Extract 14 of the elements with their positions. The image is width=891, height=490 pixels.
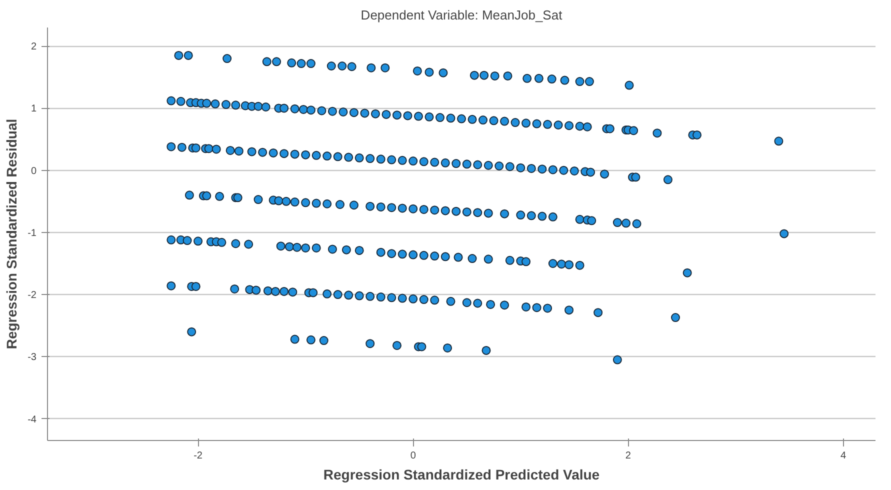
x-axis-title: Regression Standardized Predicted Value xyxy=(323,466,600,482)
chart-title: Dependent Variable: MeanJob_Sat xyxy=(360,8,563,22)
x-tick-label: 2 xyxy=(625,450,632,462)
x-tick-label: 0 xyxy=(410,450,416,462)
y-tick-label: 1 xyxy=(30,104,37,115)
y-tick-label: -1 xyxy=(28,228,37,239)
y-tick-label: -2 xyxy=(28,290,37,302)
x-tick-label: 4 xyxy=(840,450,846,462)
y-axis-title: Regression Standardized Residual xyxy=(4,118,20,350)
y-tick-label: -4 xyxy=(28,414,37,426)
x-tick-label: -2 xyxy=(194,450,203,462)
y-tick-label: 2 xyxy=(30,42,37,53)
y-tick-label: 0 xyxy=(30,166,37,177)
y-tick-label: -3 xyxy=(28,352,37,364)
